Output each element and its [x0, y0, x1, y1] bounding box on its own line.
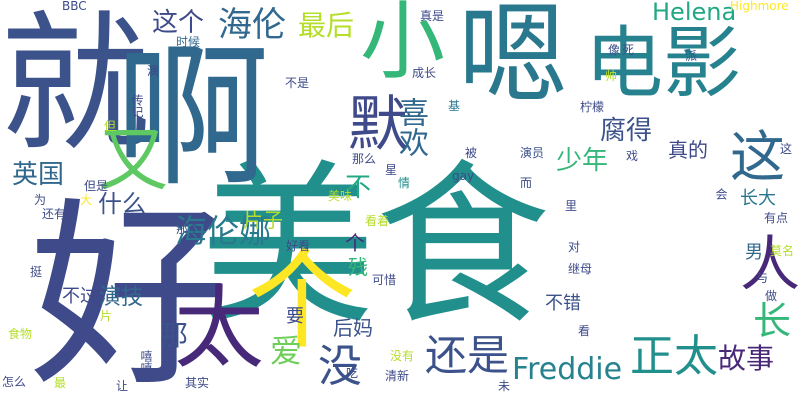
word-84: 与	[756, 271, 769, 285]
word-6: 小	[360, 0, 446, 92]
word-47: 像	[608, 43, 621, 57]
word-83: 挺	[30, 265, 43, 279]
word-62: 演员	[520, 146, 545, 160]
word-36: 不过	[62, 286, 98, 307]
word-2: 就	[0, 0, 151, 172]
word-20: 爱	[270, 332, 303, 370]
word-85: 可惜	[372, 273, 397, 287]
word-88: 食物	[8, 327, 33, 341]
word-91: 怎么	[2, 375, 27, 389]
word-17: 还是	[425, 331, 510, 380]
word-94: 清新	[385, 369, 410, 383]
word-26: 这个	[152, 8, 205, 38]
word-38: 片子	[243, 208, 283, 232]
word-67: gay	[452, 169, 475, 183]
word-39: 男	[745, 242, 763, 263]
word-41: 残	[348, 255, 368, 279]
word-81: 莫名	[770, 244, 795, 258]
word-28: Helena	[652, 0, 737, 26]
word-12: 人	[740, 230, 800, 300]
word-10: 又	[98, 119, 168, 201]
word-32: 不	[345, 173, 372, 203]
word-46: 时候	[176, 35, 201, 49]
word-34: 长大	[740, 188, 776, 209]
word-92: 最	[54, 376, 67, 390]
word-79: 好看	[286, 239, 311, 253]
word-13: 默	[348, 90, 408, 160]
word-43: 要	[286, 306, 304, 327]
word-98: 嘻嘻	[139, 350, 153, 374]
word-52: 成长	[412, 66, 437, 80]
word-8: 个	[248, 239, 357, 364]
word-53: 不是	[285, 76, 310, 90]
word-73: 还有	[42, 207, 67, 221]
word-56: 基	[448, 99, 461, 113]
word-66: 情	[398, 176, 411, 190]
word-30: 什么	[98, 190, 146, 218]
word-93: 吃	[346, 366, 359, 380]
word-3: 啊	[115, 27, 270, 208]
word-78: 有点	[764, 211, 789, 225]
word-37: 后妈	[333, 316, 373, 340]
word-74: 美味	[328, 189, 353, 203]
word-69: 里	[565, 199, 578, 213]
word-31: 那	[160, 319, 189, 352]
word-1: 美食	[200, 146, 550, 349]
word-29: 喜欢	[393, 97, 428, 157]
word-4: 好	[0, 190, 227, 390]
word-63: 这	[780, 142, 793, 156]
word-80: 对	[568, 240, 581, 254]
word-27: 最后	[298, 9, 355, 42]
word-35: 演技	[99, 285, 144, 310]
word-90: 没有	[390, 349, 415, 363]
word-42: 个	[345, 231, 365, 255]
word-40: 不错	[545, 293, 581, 314]
word-61: 被	[465, 146, 478, 160]
word-11: 这	[730, 125, 786, 189]
word-9: 太	[174, 276, 264, 381]
word-59: 星	[385, 163, 398, 177]
word-44: BBC	[62, 0, 87, 13]
word-64: 戏	[626, 149, 639, 163]
word-60: 那么	[352, 152, 377, 166]
word-14: 海伦娜	[175, 212, 272, 250]
word-51: 演	[147, 64, 160, 78]
word-5: 电影	[585, 19, 742, 109]
word-58: 但	[104, 119, 117, 133]
word-24: 腐得	[600, 116, 653, 146]
word-22: 长	[753, 299, 792, 343]
word-87: 做	[765, 289, 778, 303]
word-7: 嗯	[458, 0, 568, 119]
word-70: 会	[714, 188, 728, 200]
word-95: 让	[116, 379, 129, 393]
word-77: 看着	[365, 214, 390, 228]
word-55: 柠檬	[580, 100, 605, 114]
word-68: 而	[520, 176, 533, 190]
word-65: 但是	[84, 179, 109, 193]
word-71: 为	[34, 193, 47, 207]
word-48: 死	[622, 43, 635, 57]
word-23: 英国	[12, 160, 65, 190]
word-54: 帅	[605, 69, 618, 83]
word-19: 故事	[718, 342, 775, 375]
word-82: 继母	[568, 262, 593, 276]
word-96: 其实	[185, 376, 210, 390]
word-76: 那个	[176, 222, 201, 236]
word-45: Highmore	[730, 0, 789, 13]
word-16: 正太	[630, 331, 718, 382]
word-72: 大	[80, 193, 93, 207]
word-18: Freddie	[512, 352, 623, 387]
word-49: 真是	[420, 9, 445, 23]
word-21: 没	[318, 341, 362, 392]
word-89: 看	[578, 324, 591, 338]
word-15: 海伦	[218, 5, 286, 45]
word-33: 真的	[668, 138, 708, 162]
word-86: 片	[100, 309, 113, 323]
word-75: 么	[62, 217, 75, 231]
word-97: 未	[498, 379, 511, 393]
word-25: 少年	[556, 146, 609, 176]
word-50: 派	[685, 49, 698, 63]
word-57: 传记	[130, 94, 144, 118]
